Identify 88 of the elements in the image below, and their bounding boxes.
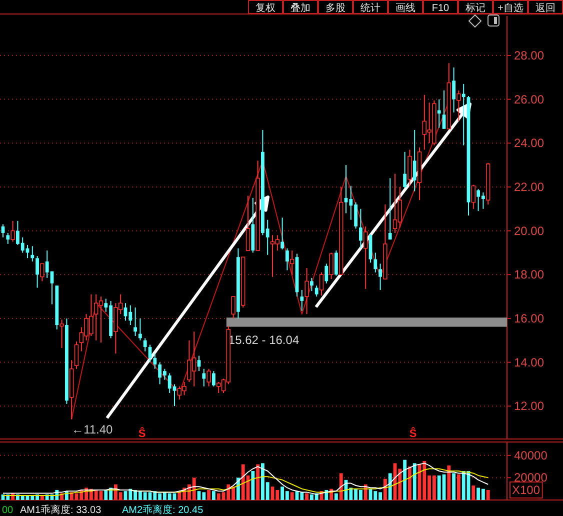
line-series	[2, 462, 489, 495]
candlestick	[471, 184, 476, 210]
candlestick	[324, 263, 328, 284]
text: 统计	[360, 2, 380, 14]
text: 画线	[396, 2, 416, 14]
y-tick-label: 16.00	[514, 311, 544, 326]
candlestick	[412, 129, 416, 192]
candlestick	[231, 296, 236, 319]
candlestick	[143, 338, 147, 352]
bar	[472, 486, 476, 500]
bar	[251, 471, 255, 500]
candlestick	[319, 272, 324, 296]
candlestick	[300, 289, 304, 312]
bar	[207, 490, 210, 500]
text: 标记	[464, 2, 486, 14]
text: 00	[2, 505, 14, 516]
y-tick-label: 24.00	[514, 136, 544, 150]
candlestick	[452, 67, 456, 113]
text: 返回	[536, 2, 556, 14]
candlestick	[202, 368, 206, 387]
y-tick-label: 20.00	[514, 224, 544, 238]
bar	[452, 473, 456, 500]
candlestick	[364, 226, 368, 290]
candlestick	[74, 340, 79, 370]
y-tick-label: 22.00	[514, 180, 544, 194]
bar	[384, 478, 387, 500]
y-tick-label: 18.00	[514, 268, 544, 282]
text: AM2乖离度: 20.45	[122, 504, 204, 516]
candlestick	[329, 252, 334, 280]
bar	[212, 491, 216, 500]
bar	[305, 493, 308, 500]
candlestick	[60, 319, 64, 349]
candlestick	[442, 90, 446, 130]
bar	[403, 460, 406, 500]
text: +自选	[498, 2, 524, 14]
annotation: ←11.40	[72, 422, 114, 436]
candlestick	[206, 368, 211, 387]
y-tick-label: 26.00	[514, 92, 544, 106]
candlestick	[286, 248, 289, 271]
candlestick	[403, 151, 406, 189]
candlestick	[334, 250, 338, 276]
bar	[486, 490, 490, 500]
candlestick	[462, 83, 466, 146]
candlestick	[310, 277, 314, 292]
y-tick-label: 12.00	[514, 399, 544, 414]
candlestick	[314, 285, 318, 298]
candlestick	[6, 232, 10, 244]
bar	[290, 492, 294, 500]
bar	[256, 464, 260, 500]
candlestick	[408, 149, 412, 186]
bar	[412, 463, 416, 500]
candlestick	[359, 208, 362, 249]
y-tick-label: 14.00	[514, 355, 544, 370]
candlestick	[456, 90, 461, 122]
y-tick-label: 28.00	[514, 48, 544, 62]
candlestick	[246, 195, 250, 252]
candlestick	[280, 217, 284, 250]
y-tick-label: 20000	[514, 470, 548, 485]
text: F10	[432, 3, 450, 14]
candlestick	[378, 263, 382, 290]
annotation: Ŝ	[409, 427, 417, 440]
candlestick	[40, 263, 44, 282]
candlestick	[134, 306, 137, 336]
candlestick	[30, 246, 34, 262]
text: AM1乖离度: 33.03	[20, 504, 102, 516]
candlestick	[138, 318, 142, 341]
candlestick	[36, 255, 39, 288]
text: 叠加	[290, 2, 310, 14]
y-tick-label: 40000	[514, 448, 548, 462]
bar	[447, 465, 451, 500]
candlestick	[290, 250, 294, 276]
candlestick	[153, 353, 157, 370]
candlestick	[304, 268, 309, 315]
text: X100	[512, 483, 540, 497]
annotation: Ŝ	[138, 427, 146, 440]
bar	[408, 466, 412, 500]
text: 多股	[326, 2, 346, 14]
band-label: 15.62 - 16.04	[228, 332, 300, 347]
bar	[334, 493, 338, 500]
bar	[388, 473, 392, 500]
bar	[457, 474, 460, 500]
candlestick	[437, 98, 441, 128]
candlestick	[10, 220, 15, 242]
candlestick	[212, 370, 216, 387]
candlestick	[374, 252, 378, 273]
text: 复权	[256, 2, 276, 14]
candlestick	[388, 178, 392, 240]
bar	[339, 473, 343, 500]
